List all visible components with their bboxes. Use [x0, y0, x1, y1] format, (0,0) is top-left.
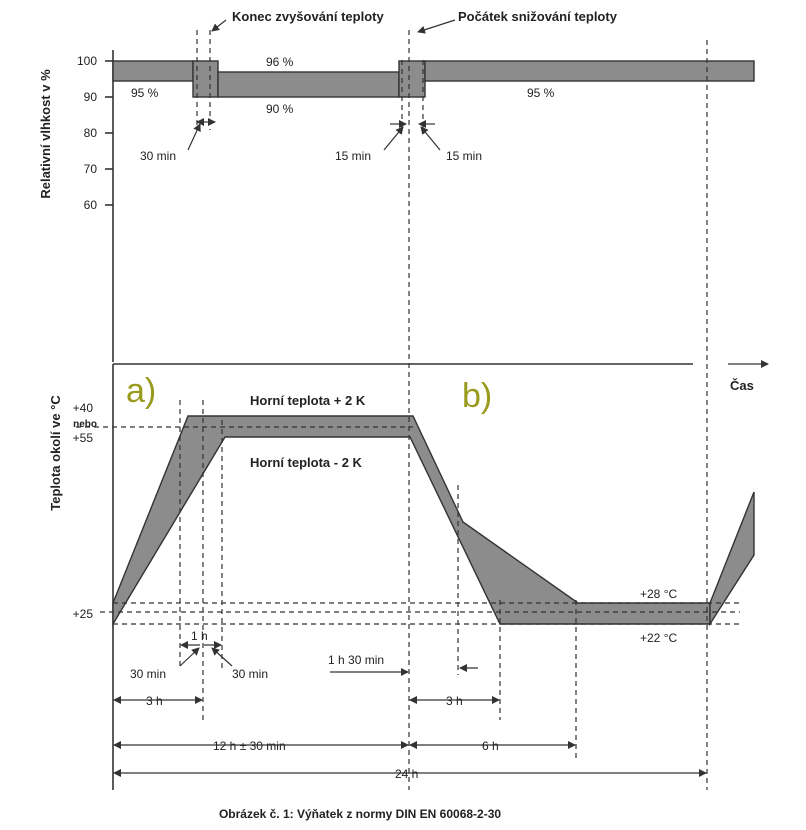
- duration-30min-right: 30 min: [232, 667, 268, 681]
- humidity-tick-80: 80: [84, 126, 98, 140]
- temperature-tick-25: +25: [73, 607, 94, 621]
- humidity-value-left: 95 %: [131, 86, 159, 100]
- duration-24h: 24 h: [395, 767, 418, 781]
- duration-30min-left: 30 min: [130, 667, 166, 681]
- lower-temp-label: Horní teplota - 2 K: [250, 455, 363, 470]
- humidity-duration-15min-right: 15 min: [446, 149, 482, 163]
- humidity-duration-30min: 30 min: [140, 149, 176, 163]
- time-axis-label: Čas: [730, 378, 754, 393]
- humidity-band-left: [112, 60, 194, 82]
- humidity-tick-70: 70: [84, 162, 98, 176]
- duration-3h-left: 3 h: [146, 694, 163, 708]
- temperature-axis-title: Teplota okolí ve °C: [48, 395, 63, 511]
- figure-caption: Obrázek č. 1: Výňatek z normy DIN EN 600…: [219, 807, 501, 821]
- temp-mark-28: +28 °C: [640, 587, 677, 601]
- humidity-axis-title: Relativní vlhkost v %: [38, 69, 53, 199]
- temperature-band-second-rise: [709, 491, 755, 627]
- duration-1h30min: 1 h 30 min: [328, 653, 384, 667]
- humidity-duration-arrows: [187, 118, 441, 151]
- annotation-end-of-temperature-rise: Konec zvyšování teploty: [232, 9, 384, 24]
- annotation-arrow-right: [417, 19, 456, 34]
- humidity-value-mid-bottom: 90 %: [266, 102, 294, 116]
- humidity-band-fall: [398, 60, 426, 98]
- humidity-duration-15min-left: 15 min: [335, 149, 371, 163]
- humidity-tick-90: 90: [84, 90, 98, 104]
- duration-6h: 6 h: [482, 739, 499, 753]
- annotation-arrow-left: [211, 19, 227, 32]
- temp-mark-22: +22 °C: [640, 631, 677, 645]
- humidity-tick-60: 60: [84, 198, 98, 212]
- temperature-tick-55: +55: [73, 431, 94, 445]
- humidity-ticks: 100 90 80 70 60: [77, 54, 113, 212]
- upper-temp-label: Horní teplota + 2 K: [250, 393, 366, 408]
- duration-12h: 12 h ± 30 min: [213, 739, 286, 753]
- temperature-tick-or: nebo: [73, 419, 97, 430]
- temperature-duration-arrows: [113, 641, 707, 777]
- duration-1h: 1 h: [191, 629, 208, 643]
- marker-b: b): [462, 377, 492, 415]
- humidity-band-middle: [217, 71, 400, 98]
- temperature-tick-40: +40: [73, 401, 94, 415]
- humidity-value-mid-top: 96 %: [266, 55, 294, 69]
- humidity-band-right: [424, 60, 755, 82]
- humidity-value-right: 95 %: [527, 86, 555, 100]
- marker-a: a): [126, 372, 156, 410]
- humidity-tick-100: 100: [77, 54, 97, 68]
- annotation-start-of-temperature-fall: Počátek snižování teploty: [458, 9, 618, 24]
- duration-3h-right: 3 h: [446, 694, 463, 708]
